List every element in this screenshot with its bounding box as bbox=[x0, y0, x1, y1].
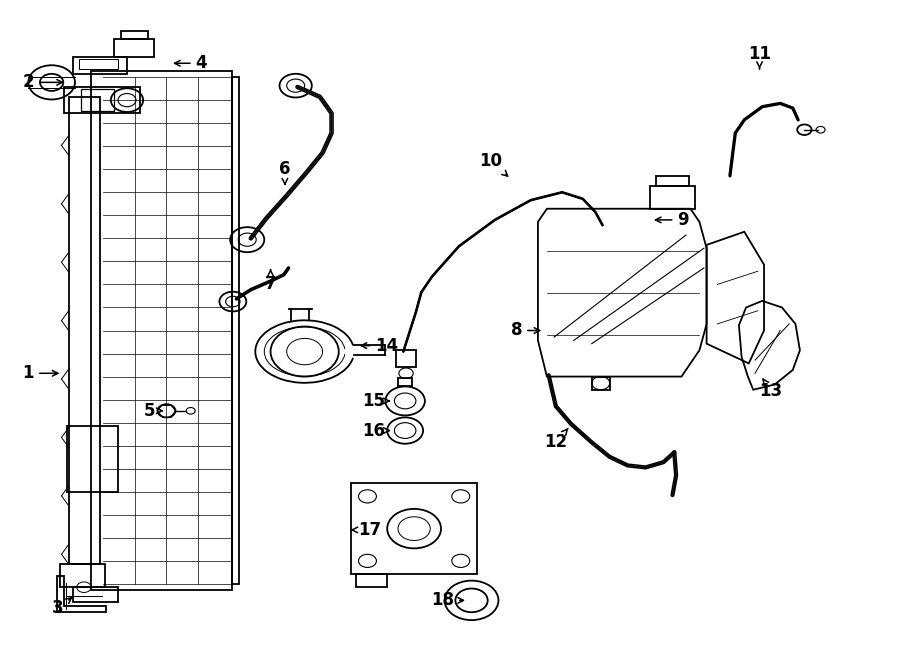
Text: 15: 15 bbox=[362, 392, 389, 410]
Text: 7: 7 bbox=[265, 270, 276, 293]
Text: 9: 9 bbox=[655, 211, 689, 229]
Text: 16: 16 bbox=[362, 422, 389, 440]
Text: 11: 11 bbox=[748, 45, 771, 69]
Text: 10: 10 bbox=[479, 151, 508, 176]
Text: 3: 3 bbox=[52, 598, 71, 617]
Text: 5: 5 bbox=[144, 402, 162, 420]
Text: 17: 17 bbox=[352, 521, 381, 539]
Text: 1: 1 bbox=[22, 364, 58, 382]
Text: 12: 12 bbox=[544, 428, 568, 451]
Text: 13: 13 bbox=[760, 379, 783, 400]
Text: 14: 14 bbox=[361, 336, 399, 355]
Text: 2: 2 bbox=[22, 73, 62, 91]
Text: 6: 6 bbox=[279, 160, 291, 184]
Text: 18: 18 bbox=[431, 592, 464, 609]
Text: 8: 8 bbox=[510, 321, 540, 340]
Text: 4: 4 bbox=[175, 54, 207, 72]
